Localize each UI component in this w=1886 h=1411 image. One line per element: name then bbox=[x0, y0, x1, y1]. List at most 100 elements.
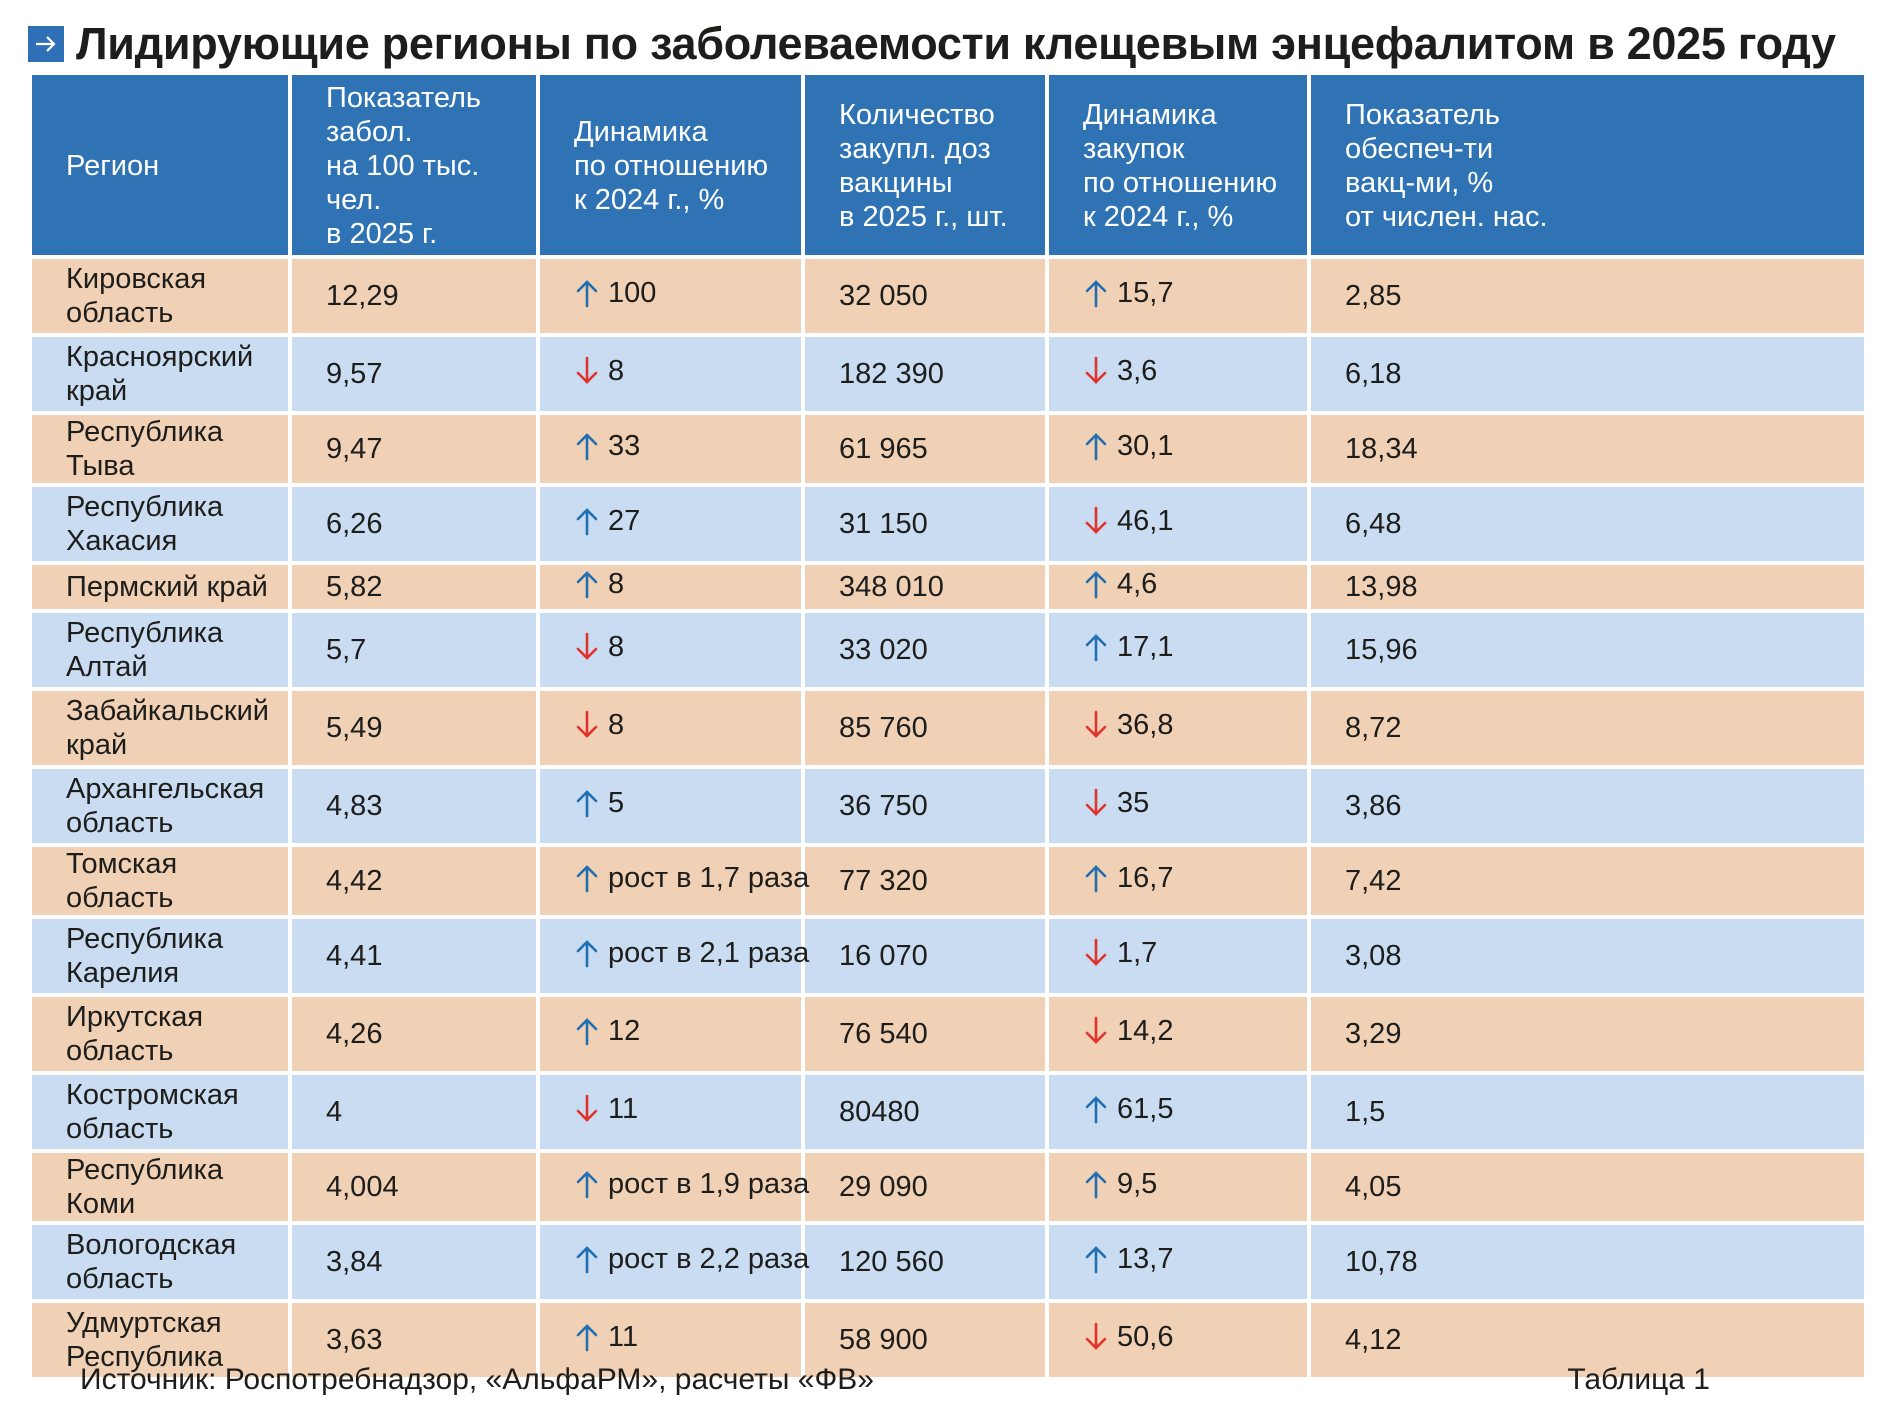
incidence-rate-value: 12,29 bbox=[326, 280, 399, 312]
cell-vaccine-coverage: 3,86 bbox=[1307, 765, 1868, 847]
cell-purchase-dynamics: 46,1 bbox=[1045, 483, 1311, 565]
incidence-dynamics-value: 12 bbox=[608, 1015, 641, 1047]
incidence-dynamics-value: 8 bbox=[608, 709, 625, 741]
vaccine-doses-value: 36 750 bbox=[839, 790, 928, 822]
incidence-rate-value: 4,42 bbox=[326, 865, 383, 897]
table-row: Вологодская область 3,84 рост в 2,2 раза 12… bbox=[28, 1221, 1868, 1303]
purchase-dynamics-value: 13,7 bbox=[1117, 1243, 1174, 1275]
cell-vaccine-doses: 77 320 bbox=[801, 843, 1049, 919]
vaccine-doses-value: 77 320 bbox=[839, 865, 928, 897]
incidence-rate-value: 4,83 bbox=[326, 790, 383, 822]
table-row: Пермский край 5,82 8 348 010 4,6 13,98 bbox=[28, 561, 1868, 613]
vaccine-doses-value: 348 010 bbox=[839, 571, 944, 603]
incidence-dynamics-value: 27 bbox=[608, 505, 641, 537]
cell-vaccine-coverage: 8,72 bbox=[1307, 687, 1868, 769]
cell-incidence-dynamics: 5 bbox=[536, 765, 805, 847]
incidence-dynamics-value: 8 bbox=[608, 568, 625, 600]
region-name: Костромская область bbox=[66, 1079, 239, 1145]
cell-vaccine-coverage: 3,08 bbox=[1307, 915, 1868, 997]
header-incidence-rate: Показатель забол. на 100 тыс. чел. в 202… bbox=[288, 71, 540, 259]
cell-vaccine-doses: 85 760 bbox=[801, 687, 1049, 769]
cell-incidence-dynamics: рост в 2,2 раза bbox=[536, 1221, 809, 1303]
cell-incidence-rate: 3,84 bbox=[288, 1221, 540, 1303]
data-table: Регион Показатель забол. на 100 тыс. чел… bbox=[28, 71, 1868, 1381]
incidence-dynamics-value: рост в 2,2 раза bbox=[608, 1243, 810, 1275]
incidence-dynamics-value: 5 bbox=[608, 787, 625, 819]
vaccine-doses-value: 80480 bbox=[839, 1096, 920, 1128]
arrow-down-icon bbox=[1083, 1016, 1109, 1046]
table-row: Республика Тыва 9,47 33 61 965 30,1 18,34 bbox=[28, 411, 1868, 487]
cell-vaccine-doses: 348 010 bbox=[801, 561, 1049, 613]
cell-purchase-dynamics: 4,6 bbox=[1045, 561, 1311, 613]
cell-vaccine-doses: 32 050 bbox=[801, 255, 1049, 337]
table-row: Архангельская область 4,83 5 36 750 35 3,86 bbox=[28, 765, 1868, 847]
purchase-dynamics-value: 50,6 bbox=[1117, 1321, 1174, 1353]
table-row: Костромская область 4 11 80480 61,5 1,5 bbox=[28, 1071, 1868, 1153]
purchase-dynamics-value: 16,7 bbox=[1117, 862, 1174, 894]
arrow-up-icon bbox=[1083, 278, 1109, 308]
arrow-up-icon bbox=[574, 1322, 600, 1352]
cell-region: Республика Коми bbox=[28, 1149, 292, 1225]
incidence-dynamics-value: 100 bbox=[608, 277, 657, 309]
incidence-dynamics-value: 11 bbox=[608, 1321, 639, 1353]
incidence-dynamics-value: 8 bbox=[608, 355, 625, 387]
region-name: Республика Хакасия bbox=[66, 491, 224, 557]
cell-incidence-rate: 9,57 bbox=[288, 333, 540, 415]
cell-incidence-dynamics: 8 bbox=[536, 687, 805, 769]
page-title: Лидирующие регионы по заболеваемости кле… bbox=[76, 18, 1836, 69]
cell-incidence-dynamics: рост в 2,1 раза bbox=[536, 915, 809, 997]
header-region: Регион bbox=[28, 71, 292, 259]
incidence-dynamics-value: рост в 1,7 раза bbox=[608, 862, 810, 894]
incidence-dynamics-value: 11 bbox=[608, 1093, 639, 1125]
incidence-rate-value: 4,41 bbox=[326, 940, 383, 972]
vaccine-coverage-value: 2,85 bbox=[1345, 280, 1402, 312]
cell-incidence-rate: 6,26 bbox=[288, 483, 540, 565]
table-header-row: Регион Показатель забол. на 100 тыс. чел… bbox=[28, 71, 1868, 259]
cell-incidence-dynamics: 11 bbox=[536, 1299, 805, 1381]
cell-incidence-rate: 4,83 bbox=[288, 765, 540, 847]
vaccine-doses-value: 33 020 bbox=[839, 634, 928, 666]
arrow-up-icon bbox=[574, 1244, 600, 1274]
vaccine-doses-value: 16 070 bbox=[839, 940, 928, 972]
table-row: Забайкальский край 5,49 8 85 760 36,8 8,72 bbox=[28, 687, 1868, 769]
cell-vaccine-doses: 80480 bbox=[801, 1071, 1049, 1153]
arrow-up-icon bbox=[574, 278, 600, 308]
arrow-right-icon bbox=[28, 26, 64, 62]
arrow-up-icon bbox=[574, 431, 600, 461]
arrow-up-icon bbox=[1083, 569, 1109, 599]
purchase-dynamics-value: 30,1 bbox=[1117, 430, 1174, 462]
cell-region: Красноярский край bbox=[28, 333, 292, 415]
arrow-down-icon bbox=[1083, 356, 1109, 386]
cell-purchase-dynamics: 3,6 bbox=[1045, 333, 1311, 415]
cell-incidence-rate: 4,42 bbox=[288, 843, 540, 919]
source-note: Источник: Роспотребнадзор, «АльфаРМ», ра… bbox=[80, 1363, 874, 1396]
arrow-up-icon bbox=[574, 1169, 600, 1199]
cell-purchase-dynamics: 50,6 bbox=[1045, 1299, 1311, 1381]
cell-region: Удмуртская Республика bbox=[28, 1299, 292, 1381]
cell-vaccine-coverage: 6,48 bbox=[1307, 483, 1868, 565]
region-name: Республика Коми bbox=[66, 1154, 224, 1220]
cell-incidence-rate: 4 bbox=[288, 1071, 540, 1153]
cell-purchase-dynamics: 16,7 bbox=[1045, 843, 1311, 919]
table-row: Иркутская область 4,26 12 76 540 14,2 3,29 bbox=[28, 993, 1868, 1075]
cell-incidence-dynamics: 100 bbox=[536, 255, 805, 337]
purchase-dynamics-value: 4,6 bbox=[1117, 568, 1158, 600]
cell-vaccine-doses: 182 390 bbox=[801, 333, 1049, 415]
vaccine-doses-value: 120 560 bbox=[839, 1246, 944, 1278]
region-name: Красноярский край bbox=[66, 341, 254, 407]
arrow-up-icon bbox=[574, 1016, 600, 1046]
cell-vaccine-doses: 29 090 bbox=[801, 1149, 1049, 1225]
purchase-dynamics-value: 1,7 bbox=[1117, 937, 1158, 969]
header-label: Регион bbox=[66, 150, 160, 182]
arrow-down-icon bbox=[574, 1094, 600, 1124]
cell-vaccine-coverage: 10,78 bbox=[1307, 1221, 1868, 1303]
incidence-dynamics-value: рост в 2,1 раза bbox=[608, 937, 810, 969]
cell-incidence-dynamics: 33 bbox=[536, 411, 805, 487]
cell-purchase-dynamics: 15,7 bbox=[1045, 255, 1311, 337]
vaccine-coverage-value: 4,12 bbox=[1345, 1324, 1402, 1356]
arrow-up-icon bbox=[574, 938, 600, 968]
cell-purchase-dynamics: 35 bbox=[1045, 765, 1311, 847]
vaccine-coverage-value: 3,86 bbox=[1345, 790, 1402, 822]
cell-incidence-dynamics: рост в 1,7 раза bbox=[536, 843, 809, 919]
cell-vaccine-coverage: 18,34 bbox=[1307, 411, 1868, 487]
